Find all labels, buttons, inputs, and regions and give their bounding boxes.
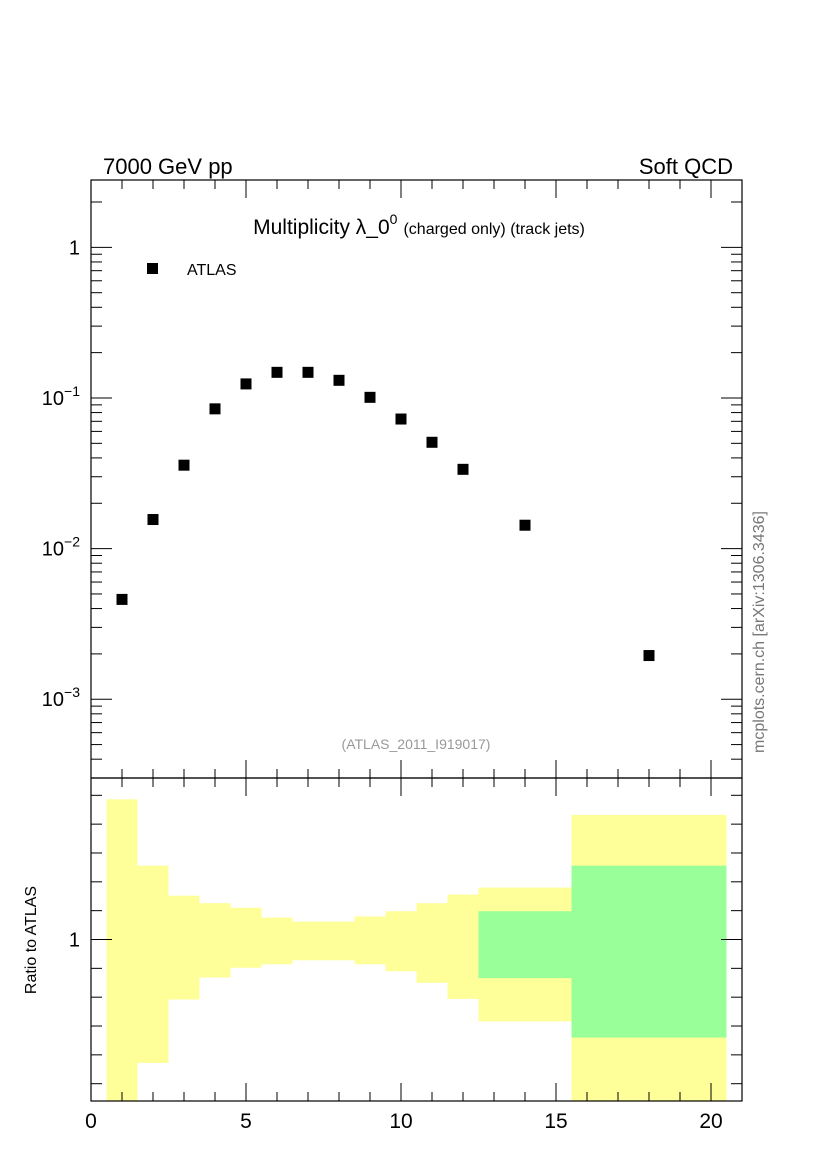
source-side-text: mcplots.cern.ch [arXiv:1306.3436]: [751, 511, 768, 753]
atlas-data-point: [395, 413, 407, 425]
ratio-plot-y-tick-labels: 1: [69, 930, 80, 952]
atlas-data-point: [271, 366, 283, 378]
main-y-tick-label: 10−1: [42, 383, 80, 410]
legend-label-atlas: ATLAS: [187, 262, 237, 279]
ratio-x-tick-label: 0: [85, 1110, 97, 1133]
main-y-tick-label: 1: [69, 237, 80, 259]
atlas-data-point: [519, 519, 531, 531]
ratio-uncertainty-bands: [106, 799, 727, 1101]
ratio-x-tick-label: 15: [544, 1110, 567, 1133]
main-plot-y-tick-labels: 1 10−1 10−2 10−3: [42, 237, 80, 711]
atlas-data-point: [178, 459, 190, 471]
atlas-data-point: [147, 514, 159, 526]
total-uncertainty-band: [168, 895, 200, 1000]
ratio-plot-panel: 0 5 10 15 20 1 Ratio to ATLAS: [23, 777, 743, 1133]
total-uncertainty-band: [416, 903, 448, 983]
atlas-data-point: [457, 463, 469, 475]
atlas-data-point: [116, 593, 128, 605]
main-plot-panel: 1 10−1 10−2 10−3 Multiplicity λ_00(charged …: [42, 179, 743, 779]
ratio-plot-x-tick-labels: 0 5 10 15 20: [85, 1110, 723, 1133]
total-uncertainty-band: [137, 865, 169, 1063]
main-y-tick-label: 10−3: [42, 684, 80, 711]
total-uncertainty-band: [106, 799, 138, 1101]
analysis-id-annotation: (ATLAS_2011_I919017): [342, 736, 491, 752]
header-right-text: Soft QCD: [639, 154, 733, 179]
main-plot-title: Multiplicity λ_00(charged only) (track j…: [253, 211, 585, 239]
ratio-plot-frame: [90, 777, 743, 1102]
ratio-x-tick-label: 5: [240, 1110, 252, 1133]
total-uncertainty-band: [292, 921, 355, 961]
atlas-data-points: [116, 366, 655, 662]
stat-uncertainty-band: [571, 865, 727, 1038]
atlas-data-point: [240, 378, 252, 390]
atlas-data-point: [426, 436, 438, 448]
atlas-data-point: [209, 403, 221, 415]
stat-uncertainty-band: [478, 911, 572, 979]
ratio-y-tick-label: 1: [69, 930, 80, 952]
legend-marker-atlas: [147, 263, 158, 274]
main-plot-ticks: [90, 180, 742, 779]
main-y-tick-label: 10−2: [42, 534, 80, 561]
total-uncertainty-band: [447, 894, 479, 999]
ratio-x-tick-label: 20: [699, 1110, 722, 1133]
atlas-data-point: [643, 650, 655, 662]
total-uncertainty-band: [261, 917, 293, 965]
ratio-x-tick-label: 10: [389, 1110, 412, 1133]
atlas-data-point: [302, 366, 314, 378]
atlas-data-point: [333, 374, 345, 386]
ratio-plot-y-axis-label: Ratio to ATLAS: [23, 886, 40, 994]
total-uncertainty-band: [354, 916, 386, 965]
total-uncertainty-band: [230, 907, 262, 968]
total-uncertainty-band: [385, 911, 417, 972]
total-uncertainty-band: [199, 903, 231, 978]
atlas-data-point: [364, 391, 376, 403]
header-left-text: 7000 GeV pp: [103, 154, 233, 179]
